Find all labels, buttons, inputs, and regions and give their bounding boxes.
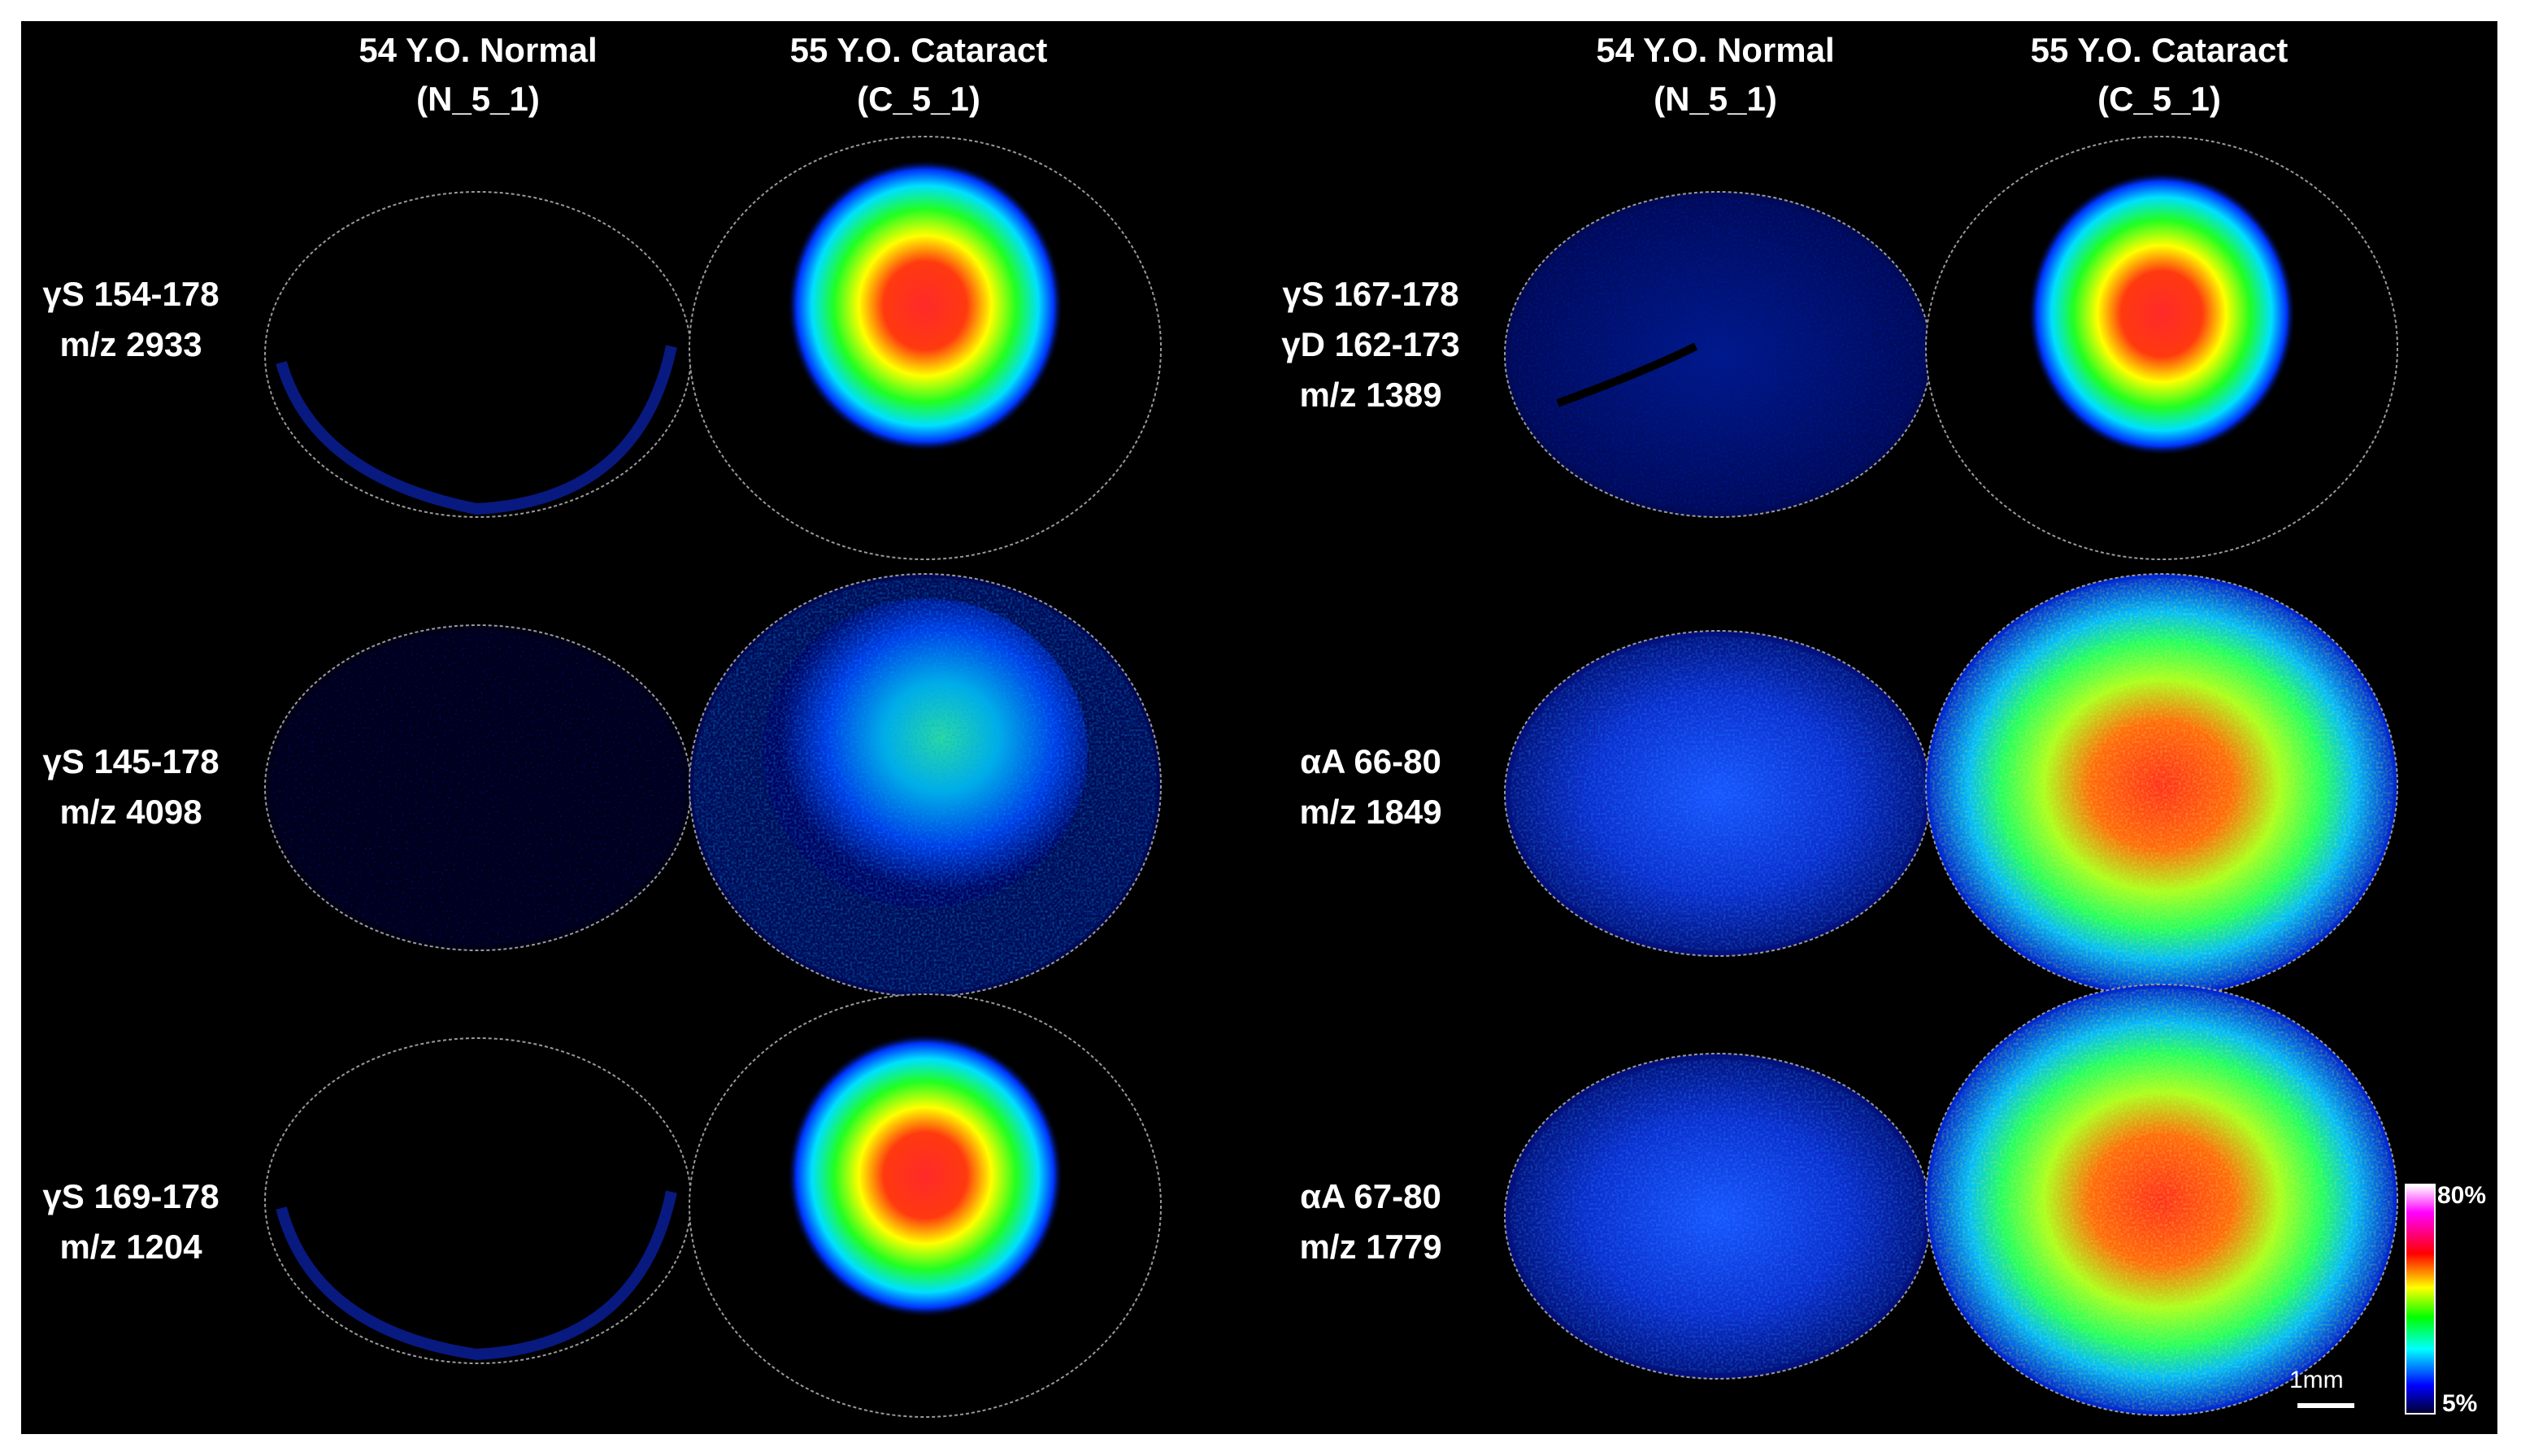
row-label-line2: m/z 2933 (59, 325, 202, 363)
row-label-left-1: γS 154-178 m/z 2933 (21, 269, 241, 370)
header-line2: (C_5_1) (2097, 80, 2221, 118)
row-label-line1: γS 145-178 (42, 742, 220, 780)
header-line1: 55 Y.O. Cataract (789, 31, 1048, 69)
row-label-line1: γS 169-178 (42, 1177, 220, 1215)
colorbar-max-label: 80% (2437, 1182, 2487, 1209)
ion-image-row3-cataract-left (689, 993, 1162, 1418)
ion-image-row1-normal-left (264, 191, 692, 518)
ion-image-row3-normal-left (264, 1037, 692, 1364)
header-line1: 54 Y.O. Normal (359, 31, 598, 69)
header-line2: (N_5_1) (1654, 80, 1777, 118)
column-header-normal-right: 54 Y.O. Normal (N_5_1) (1504, 26, 1927, 124)
ion-image-row1-normal-right (1504, 191, 1932, 518)
scale-bar-label: 1mm (2289, 1367, 2344, 1393)
header-line1: 54 Y.O. Normal (1596, 31, 1835, 69)
ion-image-row3-cataract-right (1925, 984, 2398, 1416)
ion-image-row2-cataract-left (689, 573, 1162, 997)
colorbar-min-label: 5% (2442, 1390, 2478, 1417)
ion-image-row3-normal-right (1504, 1053, 1932, 1380)
row-label-line1: αA 66-80 (1300, 742, 1441, 780)
row-label-right-3: αA 67-80 m/z 1779 (1261, 1171, 1480, 1272)
ion-image-row2-cataract-right (1925, 573, 2398, 997)
column-header-cataract-left: 55 Y.O. Cataract (C_5_1) (707, 26, 1130, 124)
row-label-line2: m/z 1849 (1299, 793, 1442, 831)
ion-image-row2-normal-right (1504, 630, 1932, 957)
row-label-line2: m/z 1204 (59, 1228, 202, 1266)
ion-image-row2-normal-left (264, 624, 692, 951)
row-label-line2: γD 162-173 (1281, 325, 1460, 363)
row-label-line1: γS 167-178 (1282, 275, 1459, 313)
row-label-line2: m/z 4098 (59, 793, 202, 831)
row-label-left-3: γS 169-178 m/z 1204 (21, 1171, 241, 1272)
row-label-line1: γS 154-178 (42, 275, 220, 313)
ion-image-row1-cataract-right (1925, 136, 2398, 560)
header-line2: (C_5_1) (857, 80, 980, 118)
column-header-normal-left: 54 Y.O. Normal (N_5_1) (267, 26, 689, 124)
row-label-line3: m/z 1389 (1299, 376, 1442, 414)
ion-image-row1-cataract-left (689, 136, 1162, 560)
row-label-left-2: γS 145-178 m/z 4098 (21, 737, 241, 837)
header-line2: (N_5_1) (416, 80, 540, 118)
figure-panel: 54 Y.O. Normal (N_5_1) 55 Y.O. Cataract … (21, 21, 2497, 1434)
row-label-right-2: αA 66-80 m/z 1849 (1261, 737, 1480, 837)
column-header-cataract-right: 55 Y.O. Cataract (C_5_1) (1948, 26, 2371, 124)
scale-bar (2297, 1403, 2354, 1408)
intensity-colorbar (2405, 1184, 2436, 1415)
row-label-line2: m/z 1779 (1299, 1228, 1442, 1266)
header-line1: 55 Y.O. Cataract (2030, 31, 2288, 69)
row-label-line1: αA 67-80 (1300, 1177, 1441, 1215)
row-label-right-1: γS 167-178 γD 162-173 m/z 1389 (1261, 269, 1480, 420)
ion-image-grid (264, 136, 2398, 1418)
